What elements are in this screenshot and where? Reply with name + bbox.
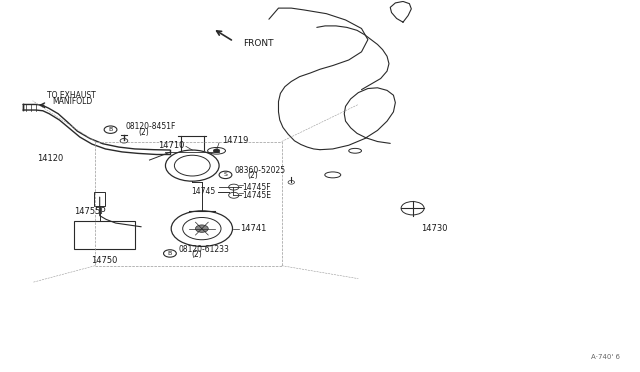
Text: 14710: 14710 (158, 141, 184, 150)
Bar (94, 192, 106, 206)
Text: FRONT: FRONT (243, 39, 274, 48)
Text: 14745: 14745 (191, 187, 216, 196)
Text: 08120-8451F: 08120-8451F (125, 122, 175, 131)
Text: 14120: 14120 (37, 154, 63, 163)
Text: 08120-61233: 08120-61233 (178, 244, 229, 253)
Text: MANIFOLD: MANIFOLD (52, 97, 93, 106)
Text: (2): (2) (138, 128, 148, 137)
Circle shape (195, 225, 208, 232)
Text: 14755P: 14755P (74, 208, 106, 217)
Text: B: B (108, 127, 113, 132)
Text: TO EXHAUST: TO EXHAUST (47, 92, 95, 100)
Text: 14741: 14741 (240, 224, 266, 233)
Text: (2): (2) (247, 171, 258, 180)
Text: B: B (168, 251, 172, 256)
Text: 14730: 14730 (421, 224, 447, 233)
Text: A·740' 6: A·740' 6 (591, 354, 620, 360)
Circle shape (213, 149, 220, 153)
Text: (2): (2) (191, 250, 202, 259)
Text: 14750: 14750 (91, 256, 117, 264)
Text: S: S (223, 172, 227, 177)
Text: 14745F: 14745F (242, 183, 271, 192)
Bar (74, 221, 135, 249)
Text: 14719: 14719 (222, 136, 249, 145)
Text: 08360-52025: 08360-52025 (234, 166, 285, 175)
Text: 14745E: 14745E (242, 191, 271, 200)
